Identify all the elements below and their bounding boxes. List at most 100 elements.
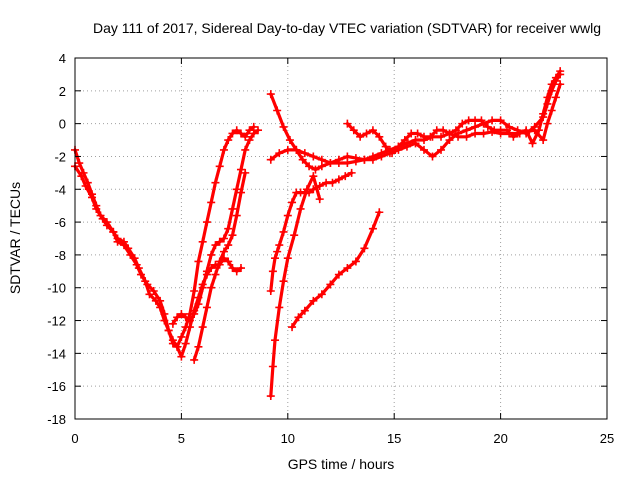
series-trace xyxy=(290,210,381,329)
series-3 xyxy=(168,126,263,328)
data-point xyxy=(326,159,335,168)
data-point xyxy=(375,208,384,217)
series-10 xyxy=(288,208,384,332)
data-point xyxy=(334,270,343,279)
data-point xyxy=(211,270,220,279)
y-tick-label: -12 xyxy=(47,314,66,329)
data-point xyxy=(343,264,352,273)
data-point xyxy=(194,300,203,309)
data-point xyxy=(394,142,403,151)
data-point xyxy=(437,145,446,154)
data-point xyxy=(190,355,199,364)
data-point xyxy=(445,129,454,138)
data-point xyxy=(368,126,377,135)
data-point xyxy=(341,172,350,181)
data-point xyxy=(215,162,224,171)
data-point xyxy=(79,168,88,177)
y-tick-label: -18 xyxy=(47,412,66,427)
data-point xyxy=(360,244,369,253)
data-point xyxy=(145,290,154,299)
data-point xyxy=(190,309,199,318)
data-point xyxy=(311,165,320,174)
data-point xyxy=(132,260,141,269)
data-point xyxy=(300,149,309,158)
data-point xyxy=(219,234,228,243)
data-point xyxy=(177,352,186,361)
data-point xyxy=(83,178,92,187)
data-point xyxy=(224,224,233,233)
data-point xyxy=(309,152,318,161)
data-point xyxy=(334,159,343,168)
data-point xyxy=(215,237,224,246)
data-point xyxy=(351,257,360,266)
data-point xyxy=(224,136,233,145)
y-tick-label: -8 xyxy=(54,248,66,263)
data-point xyxy=(224,257,233,266)
data-point xyxy=(266,155,275,164)
series-4 xyxy=(190,168,250,364)
data-point xyxy=(515,129,524,138)
data-point xyxy=(228,231,237,240)
data-point xyxy=(177,309,186,318)
data-point xyxy=(556,67,565,76)
data-point xyxy=(356,132,365,141)
data-point xyxy=(160,309,169,318)
data-point xyxy=(194,257,203,266)
y-tick-label: 4 xyxy=(59,51,66,66)
data-point xyxy=(368,155,377,164)
data-point xyxy=(317,290,326,299)
data-point xyxy=(236,165,245,174)
data-point xyxy=(236,129,245,138)
data-point xyxy=(290,231,299,240)
data-point xyxy=(236,264,245,273)
data-point xyxy=(285,136,294,145)
data-point xyxy=(173,313,182,322)
data-point xyxy=(381,142,390,151)
data-point xyxy=(92,201,101,210)
data-point xyxy=(271,254,280,263)
chart-title: Day 111 of 2017, Sidereal Day-to-day VTE… xyxy=(93,20,601,36)
data-point xyxy=(273,247,282,256)
data-point xyxy=(309,172,318,181)
data-point xyxy=(190,287,199,296)
data-point xyxy=(136,270,145,279)
data-point xyxy=(343,119,352,128)
x-tick-label: 10 xyxy=(281,431,295,446)
data-point xyxy=(232,211,241,220)
data-point xyxy=(302,185,311,194)
data-point xyxy=(402,142,411,151)
data-point xyxy=(273,106,282,115)
data-point xyxy=(283,145,292,154)
data-point xyxy=(236,188,245,197)
series-trace xyxy=(269,174,322,398)
data-point xyxy=(439,126,448,135)
data-point xyxy=(426,132,435,141)
data-point xyxy=(522,126,531,135)
data-point xyxy=(219,247,228,256)
data-point xyxy=(224,241,233,250)
tick-marks xyxy=(74,57,608,420)
data-point xyxy=(539,136,548,145)
y-tick-label: 0 xyxy=(59,117,66,132)
series-2 xyxy=(71,122,258,351)
data-point xyxy=(309,296,318,305)
data-point xyxy=(543,119,552,128)
data-point xyxy=(173,342,182,351)
series-7 xyxy=(343,67,565,158)
data-point xyxy=(245,126,254,135)
data-point xyxy=(375,132,384,141)
data-point xyxy=(551,93,560,102)
data-point xyxy=(207,250,216,259)
y-tick-label: 2 xyxy=(59,84,66,99)
series-trace xyxy=(171,128,260,326)
data-point xyxy=(198,283,207,292)
data-point xyxy=(349,126,358,135)
data-point xyxy=(198,237,207,246)
data-point xyxy=(102,218,111,227)
data-point xyxy=(194,342,203,351)
data-point xyxy=(451,126,460,135)
data-point xyxy=(211,241,220,250)
data-point xyxy=(328,178,337,187)
data-point xyxy=(462,126,471,135)
